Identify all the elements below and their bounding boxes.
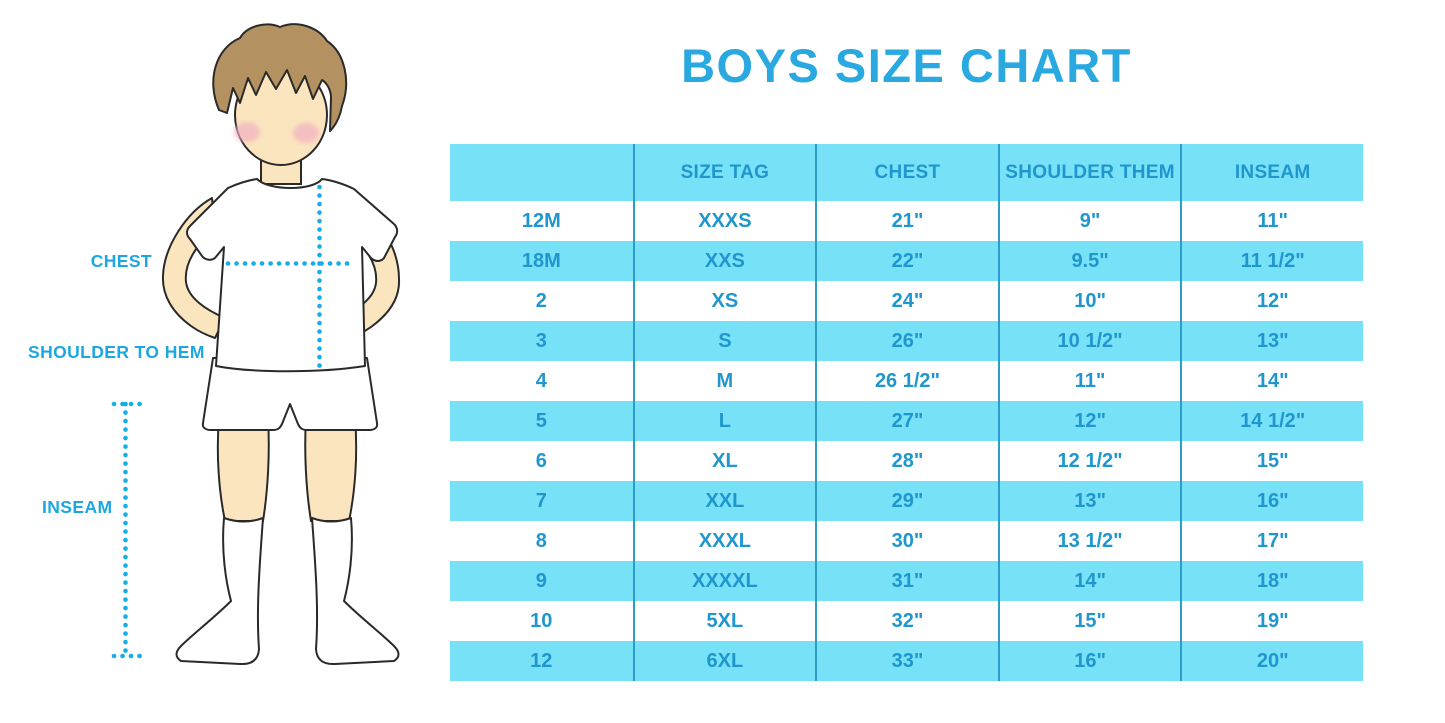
- table-cell: XXXS: [632, 201, 816, 241]
- t-shirt: [186, 178, 399, 373]
- table-cell: 3: [535, 329, 547, 352]
- table-cell: 26": [815, 321, 998, 361]
- table-row: 9 XXXXL 31" 14" 18": [450, 561, 1363, 601]
- table-cell: 13 1/2": [997, 521, 1181, 561]
- table-cell: 12M: [521, 209, 561, 232]
- table-cell: 18": [1180, 561, 1363, 601]
- table-row: 12 6XL 33" 16" 20": [450, 641, 1363, 681]
- table-row: 4 M 26 1/2" 11" 14": [450, 361, 1363, 401]
- right-leg: [304, 417, 358, 522]
- shorts: [201, 357, 379, 431]
- chest-label: CHEST: [90, 251, 152, 271]
- blush-left: [234, 122, 260, 142]
- table-cell: 12": [997, 401, 1181, 441]
- table-cell: XXXXL: [632, 561, 816, 601]
- table-cell: 11": [1180, 201, 1363, 241]
- table-cell: 11 1/2": [1180, 241, 1363, 281]
- table-cell: 10 1/2": [997, 321, 1181, 361]
- table-cell: 4: [535, 369, 547, 392]
- table-cell: 21": [815, 201, 998, 241]
- table-cell: M: [632, 361, 816, 401]
- table-row: 2 XS 24" 10" 12": [450, 281, 1363, 321]
- inseam-label: INSEAM: [42, 497, 113, 517]
- table-cell: L: [632, 401, 816, 441]
- size-table-body: 12M XXXS 21" 9" 11" 18M XXS 22" 9.5" 11 1/2" 2 XS 24…: [450, 201, 1363, 681]
- table-cell: 7: [535, 489, 547, 512]
- boy-illustration: [111, 23, 401, 666]
- table-cell: 6XL: [632, 641, 816, 681]
- header-cell-inseam: INSEAM: [1180, 144, 1363, 201]
- table-cell: S: [632, 321, 816, 361]
- table-cell: 8: [535, 529, 547, 552]
- table-row: 7 XXL 29" 13" 16": [450, 481, 1363, 521]
- header-cell-shoulder-them: SHOULDER THEM: [997, 144, 1181, 201]
- table-cell: 33": [815, 641, 998, 681]
- header-cell-chest: CHEST: [815, 144, 998, 201]
- table-row: 6 XL 28" 12 1/2" 15": [450, 441, 1363, 481]
- table-cell: 26 1/2": [815, 361, 998, 401]
- blush-right: [293, 123, 319, 143]
- table-cell: 24": [815, 281, 998, 321]
- left-leg: [216, 417, 270, 522]
- table-cell: 32": [815, 601, 998, 641]
- table-cell: 12 1/2": [997, 441, 1181, 481]
- table-cell: 20": [1180, 641, 1363, 681]
- shoulder-to-hem-label: SHOULDER TO HEM: [28, 342, 205, 362]
- table-row: 18M XXS 22" 9.5" 11 1/2": [450, 241, 1363, 281]
- table-cell: 5XL: [632, 601, 816, 641]
- table-header-row: SIZE TAG CHEST SHOULDER THEM INSEAM: [450, 144, 1363, 201]
- table-cell: XXL: [632, 481, 816, 521]
- table-cell: 15": [1180, 441, 1363, 481]
- table-cell: 29": [815, 481, 998, 521]
- table-cell: XS: [632, 281, 816, 321]
- table-row: 5 L 27" 12" 14 1/2": [450, 401, 1363, 441]
- table-cell: 14": [997, 561, 1181, 601]
- table-cell: 2: [535, 289, 547, 312]
- table-cell: 15": [997, 601, 1181, 641]
- table-cell: 18M: [521, 249, 561, 272]
- table-cell: 9": [997, 201, 1181, 241]
- table-cell: 27": [815, 401, 998, 441]
- table-row: 8 XXXL 30" 13 1/2" 17": [450, 521, 1363, 561]
- table-row: 12M XXXS 21" 9" 11": [450, 201, 1363, 241]
- table-cell: 12": [1180, 281, 1363, 321]
- table-row: 10 5XL 32" 15" 19": [450, 601, 1363, 641]
- table-row: 3 S 26" 10 1/2" 13": [450, 321, 1363, 361]
- table-cell: 12: [530, 649, 553, 672]
- table-cell: 10: [530, 609, 553, 632]
- table-cell: 9.5": [997, 241, 1181, 281]
- right-sock: [311, 517, 400, 666]
- table-cell: 6: [535, 449, 547, 472]
- table-cell: 31": [815, 561, 998, 601]
- hair: [212, 23, 348, 132]
- header-cell-size: [450, 144, 633, 201]
- table-cell: 14 1/2": [1180, 401, 1363, 441]
- table-cell: 10": [997, 281, 1181, 321]
- table-cell: XL: [632, 441, 816, 481]
- table-cell: 13": [1180, 321, 1363, 361]
- size-table: SIZE TAG CHEST SHOULDER THEM INSEAM 12M X…: [450, 144, 1363, 681]
- table-cell: XXS: [632, 241, 816, 281]
- table-cell: 30": [815, 521, 998, 561]
- table-cell: 13": [997, 481, 1181, 521]
- header-cell-size-tag: SIZE TAG: [632, 144, 816, 201]
- table-cell: XXXL: [632, 521, 816, 561]
- left-sock: [175, 517, 264, 666]
- page-title: BOYS SIZE CHART: [681, 39, 1132, 92]
- table-cell: 22": [815, 241, 998, 281]
- table-cell: 16": [1180, 481, 1363, 521]
- table-cell: 14": [1180, 361, 1363, 401]
- table-cell: 19": [1180, 601, 1363, 641]
- table-cell: 5: [535, 409, 547, 432]
- table-cell: 9: [535, 569, 547, 592]
- table-cell: 11": [997, 361, 1181, 401]
- table-cell: 28": [815, 441, 998, 481]
- table-cell: 16": [997, 641, 1181, 681]
- table-cell: 17": [1180, 521, 1363, 561]
